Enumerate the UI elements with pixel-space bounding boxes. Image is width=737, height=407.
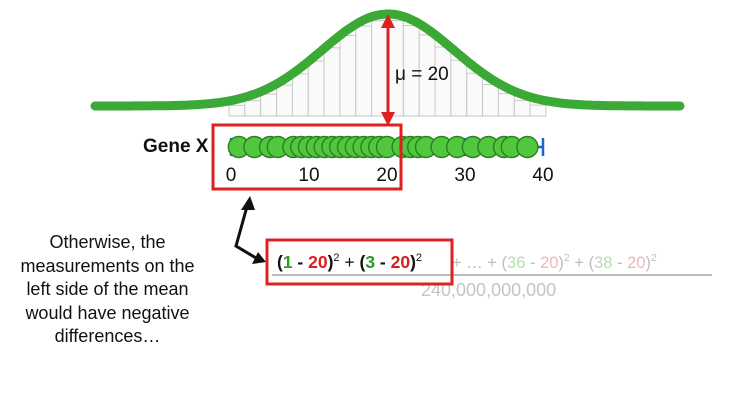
- equation-faded-part: ): [645, 254, 651, 272]
- eq1-open: (: [277, 252, 283, 272]
- histogram-bar: [450, 59, 468, 117]
- note-line-3: left side of the mean: [26, 279, 189, 299]
- measurement-dot: [516, 135, 539, 159]
- tick-label: 10: [298, 165, 319, 186]
- equation-faded: + … + (36 - 20)2 + (38 - 20)2: [452, 252, 657, 272]
- histogram-bar: [466, 72, 484, 117]
- pointer-arrow: [234, 196, 266, 264]
- histogram-bar: [497, 93, 515, 117]
- equation-faded-part: 36: [507, 254, 525, 272]
- axis-tick-labels: 0 10 20 30 40: [226, 165, 554, 186]
- eq1-exp: 2: [333, 252, 339, 264]
- histogram-bar: [513, 99, 531, 117]
- note-line-4: would have negative: [25, 302, 190, 323]
- histogram-bar: [244, 100, 262, 117]
- eq1-close: ): [328, 252, 334, 272]
- denominator: 240,000,000,000: [421, 280, 556, 300]
- mean-arrow-head-top: [381, 14, 395, 28]
- note-line-1: Otherwise, the: [49, 232, 166, 252]
- histogram-bar: [276, 84, 293, 117]
- histogram-bar: [371, 20, 388, 117]
- histogram-bar: [291, 73, 309, 117]
- mean-arrow-head-bottom: [381, 112, 395, 126]
- pointer-arrow-head-right: [252, 252, 266, 264]
- measurement-dots: [227, 135, 539, 159]
- normal-distribution-curve: [90, 9, 685, 111]
- eq2-mu: 20: [391, 252, 411, 272]
- tick-label: 40: [532, 165, 553, 186]
- equation-faded-part: -: [612, 254, 627, 272]
- equation-faded-part: 2: [651, 252, 657, 264]
- highlight-box-number-line: [211, 123, 403, 191]
- histogram-bar: [482, 84, 499, 117]
- mean-arrow: [381, 14, 395, 126]
- equation-faded-part: -: [525, 254, 540, 272]
- eq2-close: ): [410, 252, 416, 272]
- note-line-2: measurements on the: [20, 255, 195, 276]
- histogram-bar: [529, 104, 547, 117]
- histogram-bar: [323, 47, 341, 117]
- eq-plus1: +: [340, 252, 360, 272]
- highlight-box-equation: [265, 238, 454, 286]
- pointer-arrow-path: [234, 202, 257, 260]
- histogram-background: [228, 20, 547, 117]
- histogram-bar: [355, 25, 373, 117]
- tick-label: 20: [376, 165, 397, 186]
- equation-faded-part: 20: [627, 254, 645, 272]
- gene-label: Gene X: [143, 136, 209, 157]
- histogram-bar: [260, 93, 278, 117]
- equation-faded-part: 38: [594, 254, 612, 272]
- tick-label: 30: [454, 165, 475, 186]
- equation-faded-part: ): [558, 254, 564, 272]
- tick-label: 0: [226, 165, 237, 186]
- eq1-minus: -: [293, 252, 309, 272]
- equation-faded-part: 20: [540, 254, 558, 272]
- histogram-bar: [307, 60, 325, 117]
- pointer-arrow-head-top: [241, 196, 255, 210]
- equation-faded-part: + (: [570, 254, 595, 272]
- equation-faded-part: + … + (: [452, 254, 508, 272]
- eq2-open: (: [360, 252, 366, 272]
- equation-highlighted: (1 - 20)2 + (3 - 20)2: [277, 252, 422, 272]
- eq1-x: 1: [283, 252, 293, 272]
- histogram-bar: [228, 104, 246, 117]
- equation-faded-part: 2: [564, 252, 570, 264]
- eq2-minus: -: [375, 252, 391, 272]
- eq2-exp: 2: [416, 252, 422, 264]
- explanation-note: Otherwise, the measurements on the left …: [0, 231, 215, 349]
- eq2-x: 3: [365, 252, 375, 272]
- note-line-5: differences…: [54, 326, 161, 346]
- mean-label: μ = 20: [395, 64, 449, 85]
- eq1-mu: 20: [308, 252, 328, 272]
- histogram-bar: [339, 35, 357, 117]
